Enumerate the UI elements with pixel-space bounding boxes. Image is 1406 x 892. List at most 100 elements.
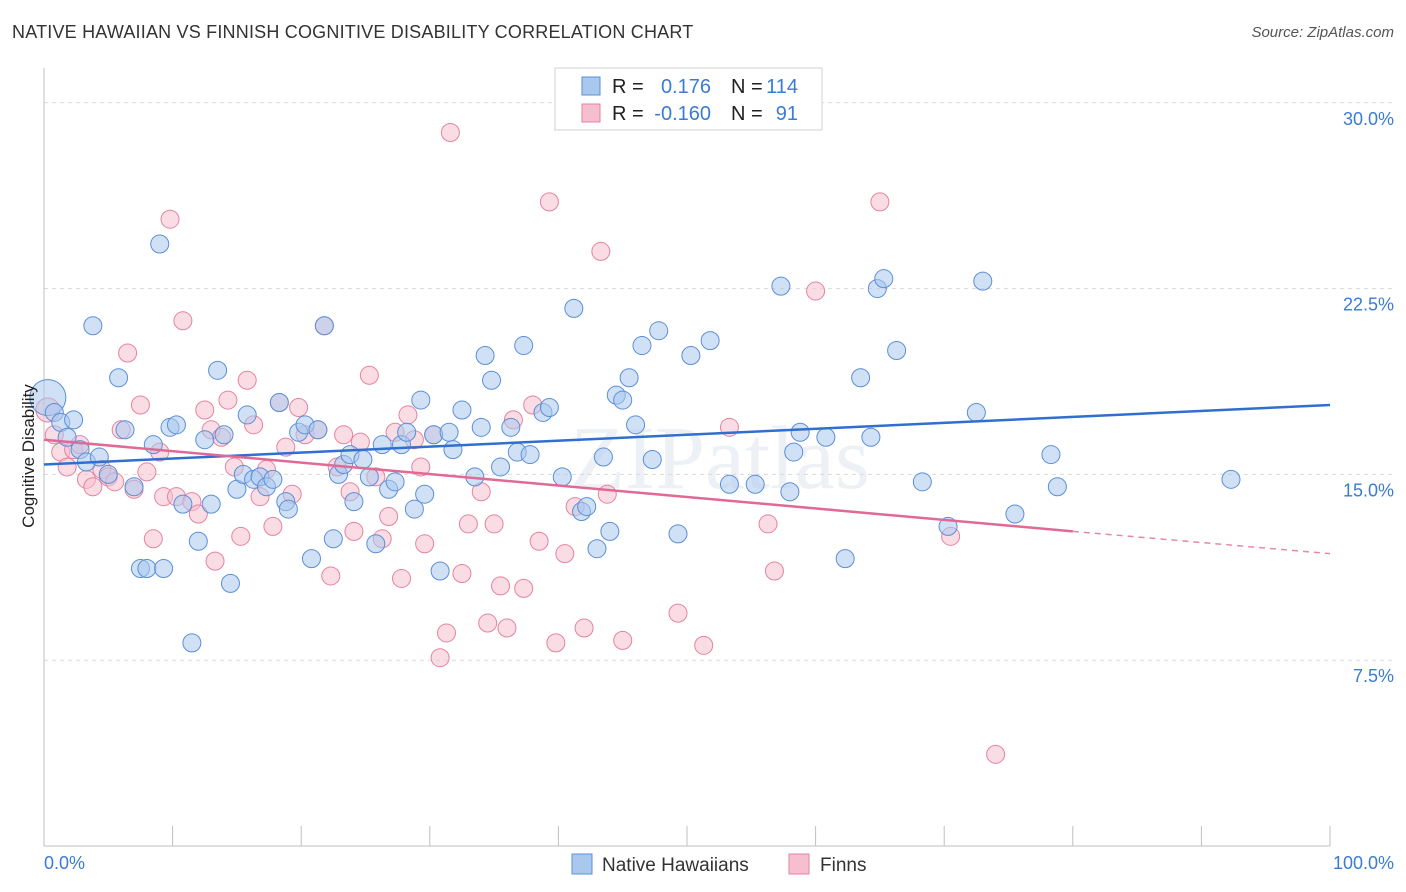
nh-point bbox=[780, 482, 800, 502]
fi-point bbox=[591, 241, 611, 261]
nh-point bbox=[214, 425, 234, 445]
y-tick-label-0: 7.5% bbox=[1353, 666, 1394, 686]
nh-point bbox=[98, 464, 118, 484]
legend-r-value-1: 0.176 bbox=[661, 76, 711, 98]
nh-point bbox=[501, 417, 521, 437]
fi-point bbox=[694, 635, 714, 655]
fi-point bbox=[359, 365, 379, 385]
fi-point bbox=[452, 563, 472, 583]
nh-point bbox=[1005, 504, 1025, 524]
fi-point bbox=[574, 618, 594, 638]
fi-point bbox=[334, 425, 354, 445]
axes bbox=[43, 68, 1331, 847]
nh-point bbox=[411, 390, 431, 410]
legend-box: R = 0.176 N = 114 R = -0.160 N = 91 bbox=[554, 67, 823, 131]
nh-point bbox=[137, 559, 157, 579]
nh-point bbox=[278, 499, 298, 519]
nh-point bbox=[452, 400, 472, 420]
nh-point bbox=[874, 269, 894, 289]
nh-point bbox=[642, 450, 662, 470]
legend-r-label-2: R = bbox=[612, 103, 644, 125]
nh-point bbox=[851, 368, 871, 388]
nh-point bbox=[552, 467, 572, 487]
y-axis-label: Cognitive Disability bbox=[19, 384, 38, 528]
y-tick-label-3: 30.0% bbox=[1343, 109, 1394, 129]
nh-point bbox=[887, 341, 907, 361]
fi-point bbox=[758, 514, 778, 534]
finns-trendline-extension bbox=[1072, 530, 1331, 555]
nh-point bbox=[372, 435, 392, 455]
nh-point bbox=[482, 370, 502, 390]
native-hawaiians-points bbox=[29, 234, 1241, 653]
nh-point bbox=[308, 420, 328, 440]
fi-point bbox=[173, 311, 193, 331]
legend-r-label-1: R = bbox=[612, 76, 644, 98]
y-tick-labels: 7.5% 15.0% 22.5% 30.0% bbox=[1343, 109, 1394, 686]
nh-point bbox=[115, 420, 135, 440]
nh-point bbox=[166, 415, 186, 435]
nh-point bbox=[816, 427, 836, 447]
nh-point bbox=[443, 440, 463, 460]
nh-point bbox=[632, 336, 652, 356]
nh-point bbox=[201, 494, 221, 514]
bottom-legend-swatch-blue bbox=[571, 853, 593, 875]
fi-point bbox=[289, 397, 309, 417]
legend-n-value-1: 114 bbox=[766, 76, 798, 98]
nh-point bbox=[790, 422, 810, 442]
fi-point bbox=[986, 744, 1006, 764]
fi-point bbox=[195, 400, 215, 420]
fi-point bbox=[137, 462, 157, 482]
fi-point bbox=[529, 531, 549, 551]
fi-point bbox=[321, 566, 341, 586]
fi-point bbox=[263, 516, 283, 536]
nh-point bbox=[520, 445, 540, 465]
fi-point bbox=[458, 514, 478, 534]
nh-point bbox=[593, 447, 613, 467]
nh-point bbox=[220, 573, 240, 593]
nh-point bbox=[150, 234, 170, 254]
nh-point bbox=[385, 472, 405, 492]
fi-point bbox=[491, 576, 511, 596]
nh-point bbox=[404, 499, 424, 519]
bottom-legend-label-native-hawaiians: Native Hawaiians bbox=[602, 855, 749, 876]
fi-point bbox=[613, 630, 633, 650]
nh-point bbox=[344, 492, 364, 512]
nh-point bbox=[835, 549, 855, 569]
nh-point bbox=[626, 415, 646, 435]
y-tick-label-1: 15.0% bbox=[1343, 480, 1394, 500]
nh-point bbox=[600, 521, 620, 541]
nh-point bbox=[700, 331, 720, 351]
nh-point bbox=[1047, 477, 1067, 497]
nh-point bbox=[861, 427, 881, 447]
legend-n-value-2: 91 bbox=[776, 103, 798, 125]
fi-point bbox=[160, 209, 180, 229]
fi-point bbox=[188, 504, 208, 524]
fi-point bbox=[344, 521, 364, 541]
nh-point bbox=[353, 450, 373, 470]
nh-point bbox=[1221, 469, 1241, 489]
nh-point bbox=[966, 402, 986, 422]
native-hawaiians-trendline bbox=[43, 403, 1331, 466]
nh-point bbox=[83, 316, 103, 336]
fi-point bbox=[415, 534, 435, 554]
fi-point bbox=[118, 343, 138, 363]
chart-title: NATIVE HAWAIIAN VS FINNISH COGNITIVE DIS… bbox=[12, 22, 694, 42]
nh-point bbox=[154, 559, 174, 579]
legend-n-label-2: N = bbox=[731, 103, 763, 125]
fi-point bbox=[398, 405, 418, 425]
legend-swatch-pink bbox=[581, 103, 601, 123]
nh-point bbox=[912, 472, 932, 492]
fi-point bbox=[430, 648, 450, 668]
nh-point bbox=[269, 393, 289, 413]
fi-point bbox=[440, 123, 460, 143]
fi-point bbox=[478, 613, 498, 633]
legend-n-label-1: N = bbox=[731, 76, 763, 98]
bottom-legend-label-finns: Finns bbox=[820, 855, 866, 876]
nh-point bbox=[397, 422, 417, 442]
nh-point bbox=[173, 494, 193, 514]
nh-point bbox=[514, 336, 534, 356]
nh-point bbox=[314, 316, 334, 336]
nh-point bbox=[109, 368, 129, 388]
legend-swatch-blue bbox=[581, 76, 601, 96]
